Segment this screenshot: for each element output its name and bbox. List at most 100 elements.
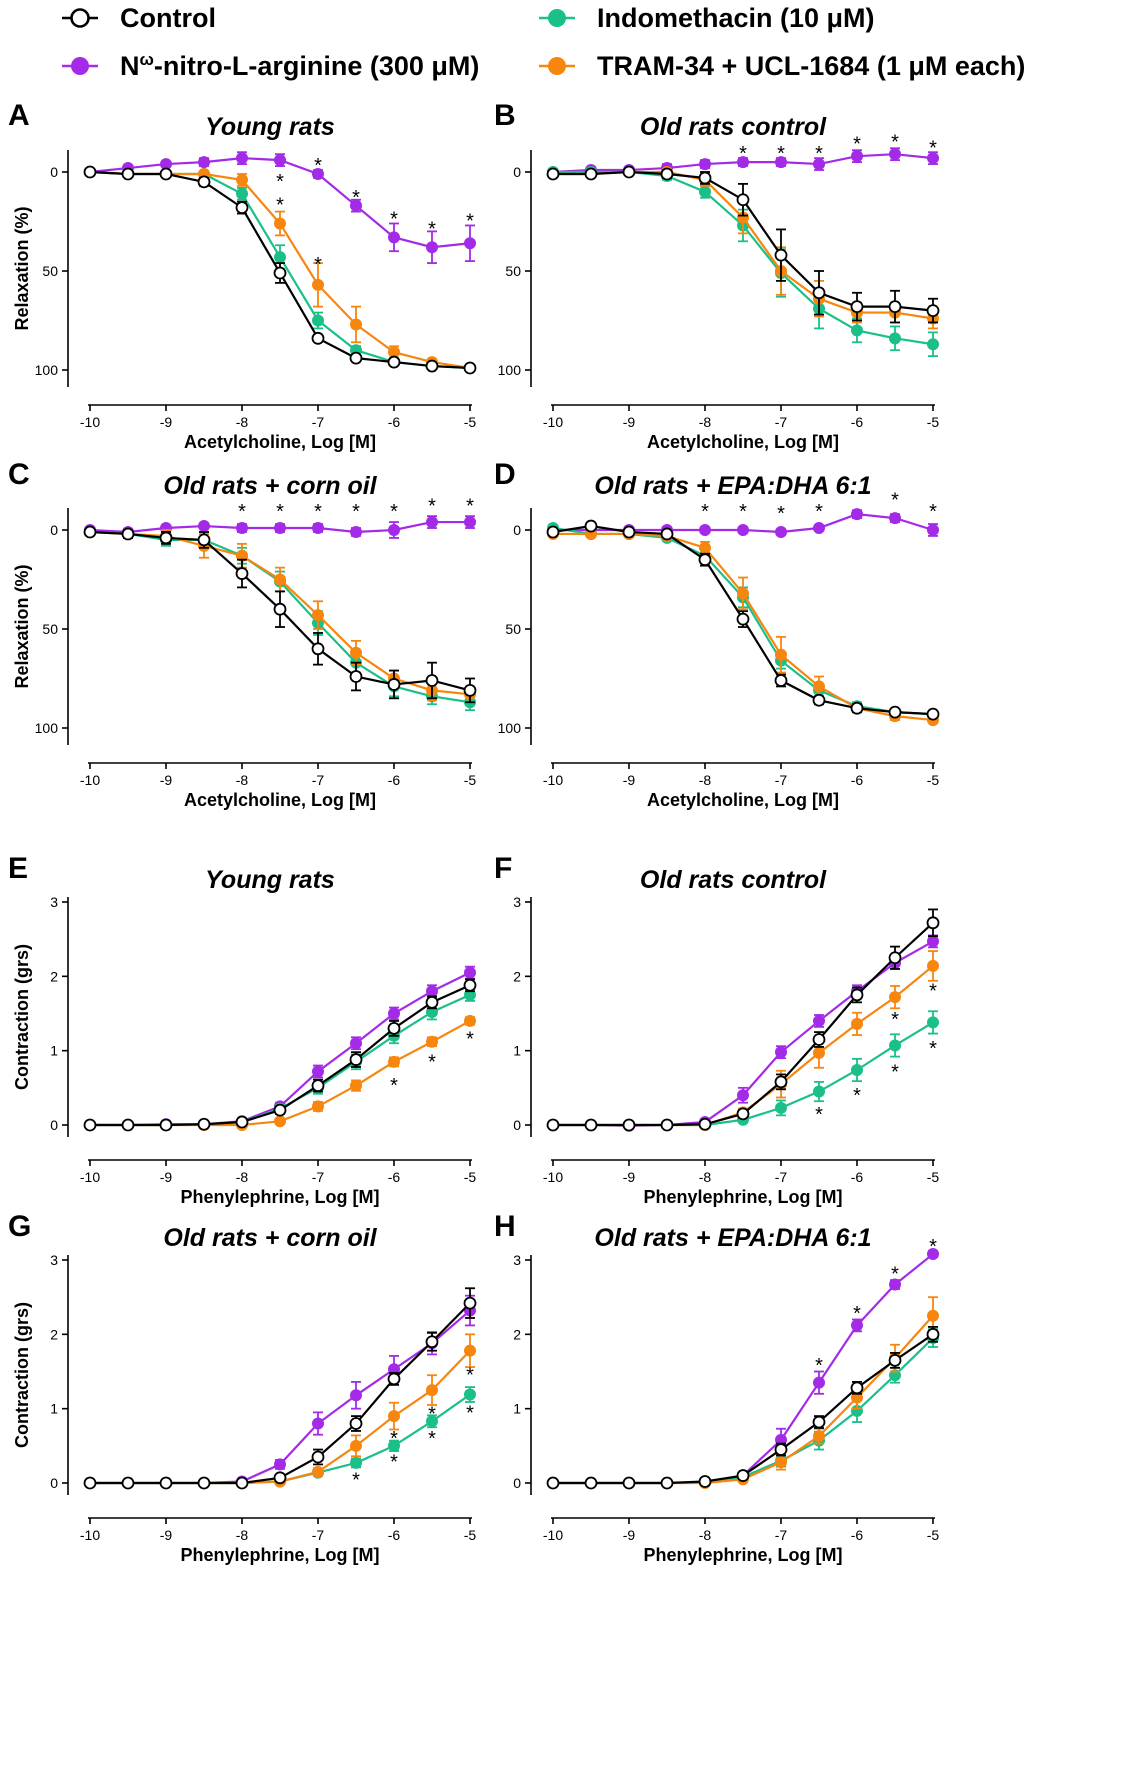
data-point bbox=[426, 1035, 438, 1048]
data-point bbox=[736, 612, 750, 626]
data-point bbox=[464, 516, 476, 529]
data-point bbox=[737, 156, 749, 169]
data-point bbox=[622, 525, 636, 539]
data-point bbox=[350, 1456, 362, 1469]
data-point bbox=[273, 602, 287, 616]
significance-marker: * bbox=[390, 1075, 398, 1097]
data-point bbox=[699, 541, 711, 554]
data-point bbox=[350, 646, 362, 659]
y-tick-label: 0 bbox=[50, 1475, 58, 1491]
data-point bbox=[350, 1439, 362, 1452]
legend-item-nitro-arginine: Nω-nitro-L-arginine (300 μM) bbox=[60, 48, 479, 84]
data-point bbox=[349, 1053, 363, 1066]
y-tick-label: 2 bbox=[513, 1326, 521, 1342]
data-point bbox=[425, 359, 439, 373]
data-point bbox=[927, 935, 939, 948]
data-point bbox=[463, 1296, 477, 1310]
data-point bbox=[463, 978, 477, 992]
data-point bbox=[888, 300, 902, 314]
significance-marker: * bbox=[352, 1470, 360, 1492]
x-tick-label: -5 bbox=[464, 1169, 477, 1185]
panel-letter-e: E bbox=[8, 852, 28, 885]
y-tick-label: 3 bbox=[513, 1252, 521, 1268]
data-point bbox=[388, 524, 400, 536]
data-point bbox=[312, 522, 324, 535]
x-tick-label: -8 bbox=[699, 414, 712, 430]
significance-marker: * bbox=[853, 1085, 861, 1107]
data-point bbox=[813, 1046, 825, 1059]
data-point bbox=[236, 549, 248, 562]
series-nitro-arginine bbox=[84, 515, 476, 539]
data-point bbox=[83, 525, 97, 539]
data-point bbox=[813, 1376, 825, 1389]
data-point bbox=[813, 1430, 825, 1443]
y-tick-label: 50 bbox=[505, 621, 521, 637]
data-point bbox=[387, 355, 401, 369]
significance-marker: * bbox=[777, 503, 785, 525]
data-point bbox=[159, 1476, 173, 1490]
significance-marker: * bbox=[466, 1403, 474, 1425]
y-tick-label: 0 bbox=[50, 164, 58, 180]
data-point bbox=[850, 701, 864, 715]
significance-marker: * bbox=[891, 131, 899, 153]
legend-label-superscript: ω bbox=[139, 50, 154, 69]
y-tick-label: 100 bbox=[498, 720, 522, 736]
data-point bbox=[426, 516, 438, 529]
legend-label-control: Control bbox=[120, 2, 216, 33]
significance-marker: * bbox=[466, 1365, 474, 1387]
x-tick-label: -9 bbox=[623, 1527, 636, 1543]
x-tick-label: -9 bbox=[623, 772, 636, 788]
x-axis-label: Acetylcholine, Log [M] bbox=[647, 432, 839, 452]
y-tick-label: 1 bbox=[513, 1401, 521, 1417]
series-control bbox=[546, 519, 940, 721]
x-tick-label: -10 bbox=[543, 414, 563, 430]
y-axis-label: Contraction (grs) bbox=[12, 1302, 32, 1448]
y-tick-label: 0 bbox=[50, 522, 58, 538]
data-point bbox=[813, 158, 825, 171]
x-tick-label: -8 bbox=[236, 1527, 249, 1543]
data-point bbox=[737, 1089, 749, 1102]
y-tick-label: 2 bbox=[513, 968, 521, 984]
data-point bbox=[546, 167, 560, 181]
data-point bbox=[197, 1476, 211, 1490]
data-point bbox=[851, 1017, 863, 1030]
significance-marker: * bbox=[276, 195, 284, 217]
data-point bbox=[236, 522, 248, 535]
series-control bbox=[83, 978, 477, 1132]
data-point bbox=[274, 251, 286, 264]
x-axis-label: Acetylcholine, Log [M] bbox=[184, 432, 376, 452]
data-point bbox=[83, 1476, 97, 1490]
x-tick-label: -7 bbox=[775, 1169, 788, 1185]
y-axis-label: Relaxation (%) bbox=[12, 564, 32, 688]
y-tick-label: 0 bbox=[50, 1117, 58, 1133]
significance-marker: * bbox=[853, 1303, 861, 1325]
data-point bbox=[622, 165, 636, 179]
data-point bbox=[888, 951, 902, 965]
significance-marker: * bbox=[929, 137, 937, 159]
data-point bbox=[699, 158, 711, 171]
x-tick-label: -6 bbox=[851, 414, 864, 430]
y-tick-label: 100 bbox=[35, 362, 59, 378]
data-point bbox=[622, 1476, 636, 1490]
legend-marker-indomethacin bbox=[539, 9, 575, 27]
data-point bbox=[775, 1046, 787, 1059]
x-tick-label: -10 bbox=[80, 1527, 100, 1543]
data-point bbox=[660, 1118, 674, 1132]
data-point bbox=[774, 674, 788, 687]
y-axis-label: Contraction (grs) bbox=[12, 944, 32, 1090]
data-point bbox=[546, 525, 560, 539]
data-point bbox=[350, 525, 362, 538]
data-point bbox=[889, 1039, 901, 1052]
data-point bbox=[349, 670, 363, 683]
panel-title: Young rats bbox=[205, 113, 335, 141]
panel-title: Old rats control bbox=[640, 113, 827, 141]
data-point bbox=[774, 1075, 788, 1089]
series-line bbox=[553, 1315, 934, 1485]
data-point bbox=[775, 648, 787, 661]
significance-marker: * bbox=[390, 1428, 398, 1450]
data-point bbox=[236, 187, 248, 200]
panel-title: Old rats control bbox=[640, 866, 827, 894]
significance-marker: * bbox=[777, 143, 785, 165]
data-point bbox=[388, 1055, 400, 1068]
x-tick-label: -7 bbox=[312, 414, 325, 430]
